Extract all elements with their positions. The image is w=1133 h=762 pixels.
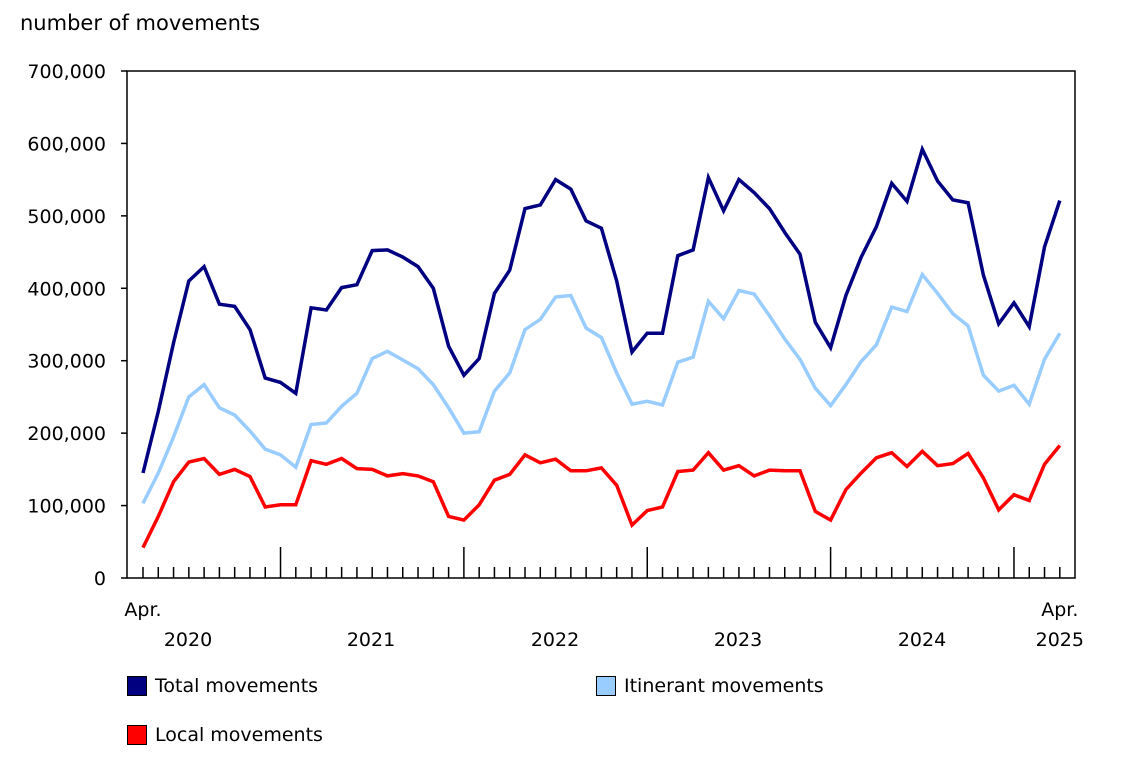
- legend-label-total: Total movements: [155, 675, 319, 697]
- series-line-itinerant-movements: [141, 271, 1062, 505]
- legend-swatch-itinerant: [596, 676, 616, 696]
- x-year-label: 2022: [531, 629, 579, 651]
- legend-label-itinerant: Itinerant movements: [624, 675, 824, 697]
- y-tick-label: 300,000: [27, 351, 106, 373]
- y-tick-label: 0: [94, 568, 106, 590]
- plot-frame: [126, 70, 1076, 579]
- legend-item-itinerant: Itinerant movements: [596, 675, 824, 697]
- y-tick-label: 600,000: [27, 133, 106, 155]
- legend-label-local: Local movements: [155, 724, 323, 746]
- x-label-end-month: Apr.: [1041, 599, 1078, 621]
- y-axis-title: number of movements: [20, 11, 260, 35]
- legend-swatch-local: [127, 725, 147, 745]
- x-year-label: 2020: [164, 629, 212, 651]
- y-tick-label: 500,000: [27, 206, 106, 228]
- legend-swatch-total: [127, 676, 147, 696]
- y-tick-label: 200,000: [27, 423, 106, 445]
- x-year-label: 2021: [347, 629, 395, 651]
- x-year-label: 2025: [1036, 629, 1084, 651]
- x-label-start-month: Apr.: [124, 599, 161, 621]
- x-year-label: 2023: [714, 629, 762, 651]
- x-year-label: 2024: [898, 629, 946, 651]
- legend-item-total: Total movements: [127, 675, 318, 697]
- legend-item-local: Local movements: [127, 724, 323, 746]
- series-line-local-movements: [141, 444, 1062, 549]
- y-tick-label: 100,000: [27, 496, 106, 518]
- series-line-total-movements: [141, 144, 1062, 474]
- y-tick-label: 700,000: [27, 61, 106, 83]
- y-tick-label: 400,000: [27, 278, 106, 300]
